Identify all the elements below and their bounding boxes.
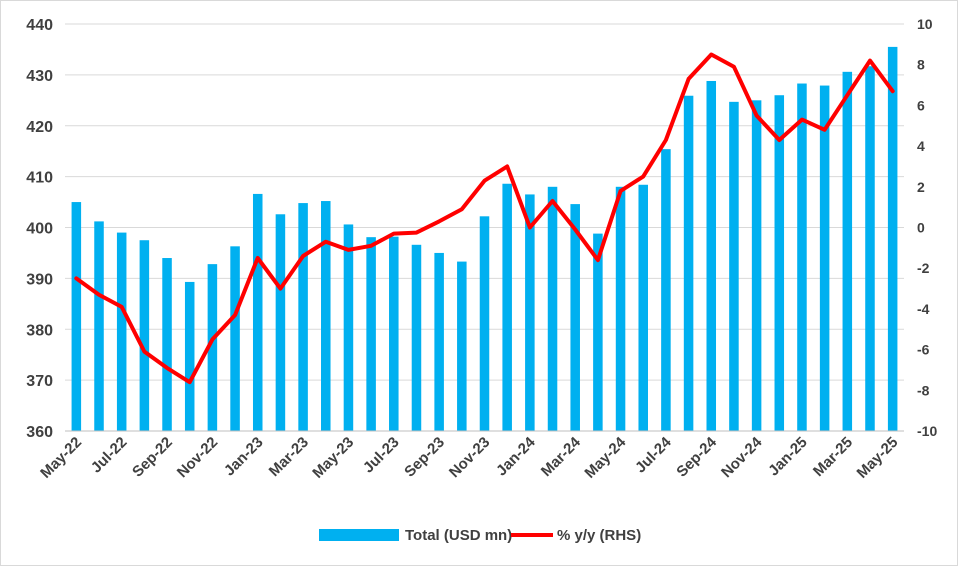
bar bbox=[139, 240, 150, 431]
bar bbox=[525, 194, 535, 431]
bar bbox=[797, 83, 807, 432]
left-tick-label: 420 bbox=[26, 119, 53, 136]
x-tick-label: Jul-24 bbox=[632, 433, 675, 476]
right-tick-label: 10 bbox=[917, 16, 933, 32]
left-tick-label: 390 bbox=[26, 271, 53, 288]
x-tick-label: Mar-23 bbox=[266, 434, 312, 480]
x-tick-label: Jan-23 bbox=[221, 434, 267, 480]
x-tick-label: May-22 bbox=[37, 434, 85, 482]
x-tick-label: Nov-23 bbox=[446, 434, 493, 481]
bar bbox=[683, 95, 694, 431]
bar bbox=[570, 204, 580, 431]
x-tick-label: Mar-25 bbox=[810, 434, 856, 480]
right-tick-label: 6 bbox=[917, 97, 925, 113]
bar bbox=[865, 66, 875, 431]
legend: Total (USD mn) % y/y (RHS) bbox=[319, 527, 641, 544]
x-tick-label: Jan-25 bbox=[765, 434, 811, 480]
x-tick-label: Sep-22 bbox=[129, 434, 176, 481]
right-tick-label: 0 bbox=[917, 220, 925, 236]
x-tick-label: Sep-23 bbox=[401, 434, 448, 481]
bar bbox=[71, 202, 82, 431]
x-tick-label: Jul-22 bbox=[88, 434, 131, 477]
line-series-yoy bbox=[74, 52, 895, 385]
bar bbox=[751, 100, 762, 431]
legend-swatch-total bbox=[319, 529, 399, 541]
bar bbox=[321, 201, 331, 431]
left-tick-label: 370 bbox=[26, 373, 53, 390]
legend-label-yoy: % y/y (RHS) bbox=[557, 527, 641, 544]
bar bbox=[729, 101, 739, 432]
bar bbox=[343, 224, 354, 431]
bar bbox=[774, 95, 785, 431]
right-tick-label: 8 bbox=[917, 57, 925, 73]
bar bbox=[94, 221, 104, 431]
right-tick-label: -6 bbox=[917, 342, 930, 358]
left-tick-label: 400 bbox=[26, 221, 53, 238]
right-tick-label: 4 bbox=[917, 138, 925, 154]
bar bbox=[298, 203, 308, 431]
right-tick-label: -8 bbox=[917, 382, 930, 398]
yoy-line bbox=[74, 52, 895, 385]
x-tick-label: May-25 bbox=[854, 434, 902, 482]
bar bbox=[116, 232, 127, 431]
bar bbox=[661, 149, 671, 431]
bar bbox=[479, 216, 490, 431]
x-tick-label: Nov-24 bbox=[718, 433, 766, 481]
right-tick-label: -4 bbox=[917, 301, 930, 317]
x-tick-label: Mar-24 bbox=[538, 433, 585, 480]
bar bbox=[230, 246, 240, 431]
x-tick-label: Sep-24 bbox=[673, 433, 720, 480]
bar-series-total bbox=[71, 46, 898, 432]
right-tick-label: 2 bbox=[917, 179, 925, 195]
x-tick-label: May-24 bbox=[581, 433, 629, 481]
bar bbox=[842, 71, 853, 431]
left-tick-label: 430 bbox=[26, 68, 53, 85]
x-tick-label: Jul-23 bbox=[360, 434, 403, 477]
left-tick-label: 440 bbox=[26, 17, 53, 34]
bar bbox=[162, 258, 172, 431]
x-tick-label: Jan-24 bbox=[493, 433, 539, 479]
bar bbox=[706, 80, 717, 431]
x-tick-label: May-23 bbox=[309, 434, 357, 482]
bar bbox=[593, 233, 603, 431]
bar bbox=[887, 46, 898, 432]
right-tick-label: -10 bbox=[917, 423, 937, 439]
bar bbox=[411, 244, 422, 431]
bar bbox=[366, 237, 376, 431]
right-tick-label: -2 bbox=[917, 260, 930, 276]
bar bbox=[389, 236, 399, 431]
bar bbox=[457, 261, 467, 431]
left-tick-label: 380 bbox=[26, 322, 53, 339]
bar bbox=[252, 193, 263, 431]
bar bbox=[434, 252, 444, 431]
bar bbox=[502, 183, 512, 431]
legend-label-total: Total (USD mn) bbox=[405, 527, 512, 544]
right-axis-tick-labels: -10 -8 -6 -4 -2 0 2 4 6 8 10 bbox=[917, 16, 937, 439]
bar bbox=[275, 214, 286, 431]
bar bbox=[207, 264, 218, 431]
bar bbox=[184, 281, 195, 431]
bar bbox=[638, 184, 648, 431]
bar bbox=[547, 186, 558, 431]
bar bbox=[819, 85, 830, 431]
bar bbox=[615, 186, 626, 431]
left-tick-label: 410 bbox=[26, 170, 53, 187]
left-axis-tick-labels: 360 370 380 390 400 410 420 430 440 bbox=[26, 17, 53, 441]
left-tick-label: 360 bbox=[26, 424, 53, 441]
x-tick-label: Nov-22 bbox=[174, 434, 221, 481]
